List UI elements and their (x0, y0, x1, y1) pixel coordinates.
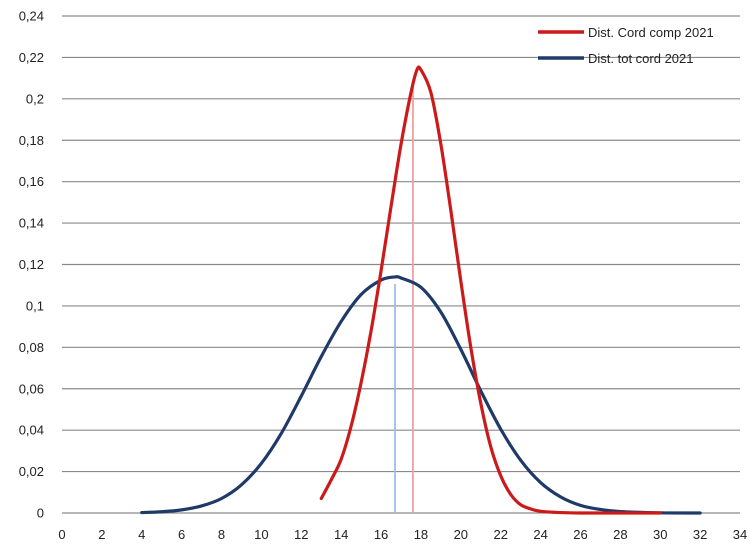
y-tick-label: 0 (37, 506, 44, 521)
y-tick-label: 0,12 (19, 257, 44, 272)
x-tick-label: 0 (58, 527, 65, 542)
x-tick-label: 14 (334, 527, 348, 542)
legend: Dist. Cord comp 2021 Dist. tot cord 2021 (538, 25, 714, 66)
y-tick-label: 0,08 (19, 340, 44, 355)
grid-lines (62, 15, 740, 514)
y-tick-label: 0,16 (19, 174, 44, 189)
y-axis-tick-labels: 0 0,02 0,04 0,06 0,08 0,1 0,12 0,14 0,16 0,18 0,2 0… (19, 9, 44, 521)
legend-label-series-2: Dist. tot cord 2021 (588, 51, 694, 66)
x-tick-label: 20 (454, 527, 468, 542)
x-tick-label: 2 (98, 527, 105, 542)
x-tick-label: 8 (218, 527, 225, 542)
y-tick-label: 0,2 (26, 91, 44, 106)
y-tick-label: 0,06 (19, 381, 44, 396)
x-tick-label: 6 (178, 527, 185, 542)
x-tick-label: 26 (573, 527, 587, 542)
x-tick-label: 18 (414, 527, 428, 542)
y-tick-label: 0,22 (19, 50, 44, 65)
y-tick-label: 0,04 (19, 423, 44, 438)
y-tick-label: 0,18 (19, 133, 44, 148)
x-tick-label: 24 (533, 527, 547, 542)
y-tick-label: 0,1 (26, 298, 44, 313)
x-tick-label: 34 (733, 527, 747, 542)
x-tick-label: 10 (254, 527, 268, 542)
x-tick-label: 30 (653, 527, 667, 542)
series-line-1 (319, 65, 662, 515)
x-tick-label: 28 (613, 527, 627, 542)
series-line-2 (140, 275, 702, 515)
x-axis-tick-labels: 0 2 4 6 8 10 12 14 16 18 20 22 24 26 28 30 32 34 (58, 527, 747, 542)
y-tick-label: 0,02 (19, 464, 44, 479)
y-tick-label: 0,14 (19, 216, 44, 231)
series-lines (140, 65, 702, 515)
x-tick-label: 12 (294, 527, 308, 542)
x-tick-label: 22 (493, 527, 507, 542)
y-tick-label: 0,24 (19, 9, 44, 24)
legend-label-series-1: Dist. Cord comp 2021 (588, 25, 714, 40)
x-tick-label: 4 (138, 527, 145, 542)
x-tick-label: 32 (693, 527, 707, 542)
x-tick-label: 16 (374, 527, 388, 542)
mean-lines (394, 83, 414, 513)
